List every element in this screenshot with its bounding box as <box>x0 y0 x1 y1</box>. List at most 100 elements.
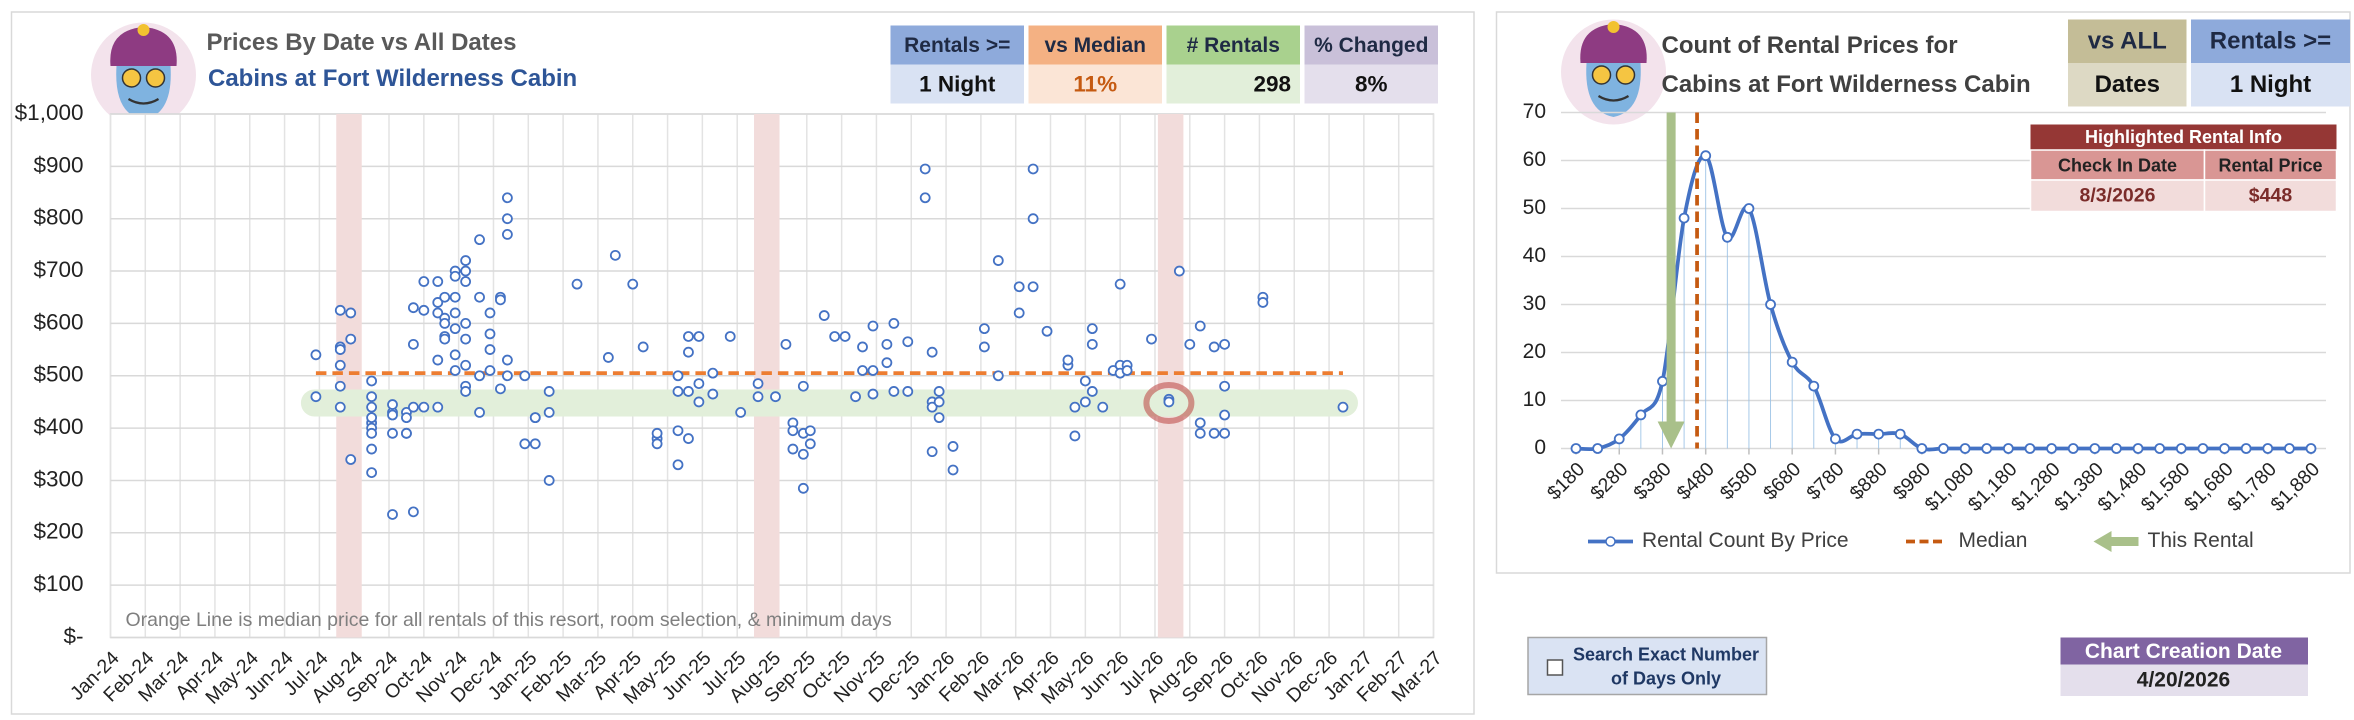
data-point <box>407 302 419 314</box>
filter-value-bg <box>2191 63 2350 107</box>
data-point <box>345 333 357 345</box>
data-point <box>888 386 900 397</box>
data-point <box>366 412 378 424</box>
highlight-table: Highlighted Rental Info Check In Date Re… <box>2029 124 2338 213</box>
data-point <box>2002 443 2014 454</box>
data-point <box>432 354 444 366</box>
filter-value-bg <box>890 64 1024 104</box>
data-point <box>502 229 513 240</box>
data-point <box>1041 325 1053 337</box>
scatter-plot: Jan-24Feb-24Mar-24Apr-24May-24Jun-24Jul-… <box>15 100 1447 709</box>
data-point <box>1184 338 1196 350</box>
data-point <box>724 331 736 342</box>
data-point <box>439 333 451 345</box>
data-point <box>502 192 513 204</box>
filter-value-bg <box>1028 64 1162 104</box>
data-point <box>460 333 472 345</box>
data-point <box>2240 443 2252 454</box>
data-point <box>609 249 621 261</box>
checkbox-control[interactable]: Search Exact Number of Days Only <box>1527 636 1768 696</box>
data-point <box>571 278 583 290</box>
data-point <box>804 425 816 437</box>
data-point <box>752 378 764 390</box>
data-point <box>933 396 945 408</box>
filter-header-bg <box>1166 25 1300 65</box>
data-point <box>474 370 485 382</box>
data-point <box>366 375 378 387</box>
data-point <box>1027 213 1039 225</box>
data-point <box>1086 338 1098 350</box>
y-tick-label: $100 <box>33 571 83 596</box>
data-point <box>1570 443 1582 454</box>
data-point <box>366 467 378 478</box>
data-point <box>1027 163 1039 175</box>
data-point <box>460 265 472 277</box>
data-point <box>2283 443 2295 454</box>
y-tick-label: 40 <box>1523 244 1546 267</box>
date-header: Chart Creation Date <box>2085 640 2282 663</box>
data-point <box>850 391 861 403</box>
y-tick-label: $400 <box>33 414 83 439</box>
table-title-bg <box>2030 124 2337 150</box>
data-point <box>334 359 346 371</box>
data-point <box>310 349 322 361</box>
data-point <box>407 401 419 413</box>
chart-title: Count of Rental Prices for <box>1662 32 1958 59</box>
y-tick-label: $1,000 <box>15 100 84 125</box>
checkbox-label: Search Exact Number <box>1573 644 1759 664</box>
data-point <box>543 406 555 418</box>
this-rental-arrow <box>1657 112 1685 449</box>
legend-label: This Rental <box>2148 529 2254 552</box>
mascot-icon <box>89 21 198 129</box>
mascot-icon <box>1559 18 1668 126</box>
data-point <box>2067 443 2079 454</box>
filter-value-bg <box>2068 63 2187 107</box>
data-point <box>1027 281 1039 293</box>
data-point <box>334 304 346 316</box>
filter-header-bg <box>2068 19 2187 63</box>
data-point <box>2219 443 2230 454</box>
creation-date: Chart Creation Date 4/20/2026 <box>2060 637 2308 696</box>
data-point <box>366 401 378 413</box>
y-tick-label: $600 <box>33 309 83 334</box>
data-point <box>2197 443 2209 454</box>
filter-label: vs Median <box>1044 34 1146 57</box>
data-point <box>474 406 485 418</box>
data-point <box>787 425 799 437</box>
highlight-period <box>754 114 780 638</box>
filter-label: % Changed <box>1314 34 1428 57</box>
y-tick-label: $200 <box>33 519 83 544</box>
data-point <box>933 412 945 424</box>
data-point <box>926 346 938 358</box>
data-point <box>1062 354 1074 366</box>
filter-label: Rentals >= <box>904 34 1010 57</box>
data-point <box>735 406 747 418</box>
data-point <box>707 388 719 400</box>
data-point <box>460 255 472 266</box>
data-point <box>502 213 513 225</box>
data-point <box>484 344 496 355</box>
data-point <box>366 391 378 403</box>
data-point <box>449 365 461 376</box>
data-point <box>1721 231 1733 243</box>
data-point <box>2305 443 2317 454</box>
data-point <box>2175 443 2187 454</box>
chart-subtitle: Cabins at Fort Wilderness Cabin <box>208 65 577 92</box>
data-point <box>2046 443 2057 454</box>
table-header-bg <box>2029 149 2206 181</box>
data-point <box>460 359 472 371</box>
data-point <box>780 338 792 350</box>
data-point <box>672 370 684 382</box>
filter-value: 11% <box>1073 71 1117 96</box>
table-cell: 8/3/2026 <box>2080 185 2156 207</box>
data-point <box>334 380 346 392</box>
data-point <box>797 448 809 460</box>
data-point <box>418 304 430 316</box>
data-point <box>888 318 900 329</box>
data-point <box>2024 443 2036 454</box>
filter-label: # Rentals <box>1187 34 1280 57</box>
checkbox[interactable] <box>1546 659 1564 676</box>
y-tick-label: $800 <box>33 205 83 230</box>
data-point <box>1786 356 1798 368</box>
